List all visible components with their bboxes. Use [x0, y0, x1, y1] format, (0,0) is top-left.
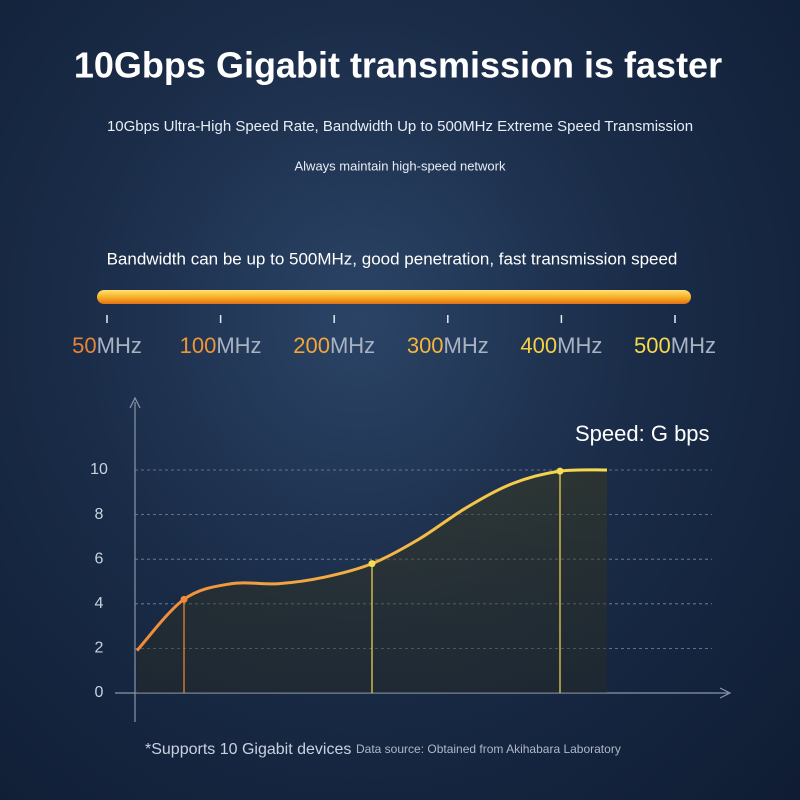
scale-unit: MHz: [444, 333, 489, 358]
footnote: *Supports 10 Gigabit devices: [145, 741, 351, 758]
x-axis-arrow: [719, 687, 732, 699]
scale-value: 500: [634, 333, 671, 358]
point: [180, 595, 188, 603]
y-axis-arrow: [129, 396, 141, 409]
data-source: Data source: Obtained from Akihabara Lab…: [356, 742, 621, 756]
scale-value: 300: [407, 333, 444, 358]
subtitle: 10Gbps Ultra-High Speed Rate, Bandwidth …: [107, 118, 693, 135]
y-tick-label: 8: [95, 506, 104, 523]
y-tick-label: 6: [95, 550, 104, 567]
scale-value: 50: [72, 333, 96, 358]
scale-unit: MHz: [671, 333, 716, 358]
point: [556, 467, 564, 475]
scale-label: 300MHz: [407, 333, 489, 358]
chart: 0 2 4 6 8 10: [90, 396, 732, 722]
scale-unit: MHz: [97, 333, 142, 358]
scale-label: 50MHz: [72, 333, 142, 358]
scale-unit: MHz: [216, 333, 261, 358]
title: 10Gbps Gigabit transmission is faster: [74, 45, 722, 86]
point: [368, 560, 376, 568]
scale-unit: MHz: [557, 333, 602, 358]
scale-label: 500MHz: [634, 333, 716, 358]
scale-label: 100MHz: [180, 333, 262, 358]
scale-value: 200: [293, 333, 330, 358]
bandwidth-bar: [97, 290, 691, 304]
y-tick-label: 4: [95, 595, 104, 612]
y-tick-label: 2: [95, 640, 104, 657]
bandwidth-label: Bandwidth can be up to 500MHz, good pene…: [107, 249, 678, 268]
y-tick-label: 10: [90, 461, 108, 478]
speed-label: Speed: G bps: [575, 421, 710, 446]
scale-label: 400MHz: [520, 333, 602, 358]
y-tick-label: 0: [95, 684, 104, 701]
scale-value: 400: [520, 333, 557, 358]
bandwidth-scale: 50MHz 100MHz 200MHz 300MHz 400MHz 500MHz: [72, 315, 716, 358]
scale-label: 200MHz: [293, 333, 375, 358]
scale-value: 100: [180, 333, 217, 358]
tagline: Always maintain high-speed network: [295, 158, 506, 173]
scale-unit: MHz: [330, 333, 375, 358]
